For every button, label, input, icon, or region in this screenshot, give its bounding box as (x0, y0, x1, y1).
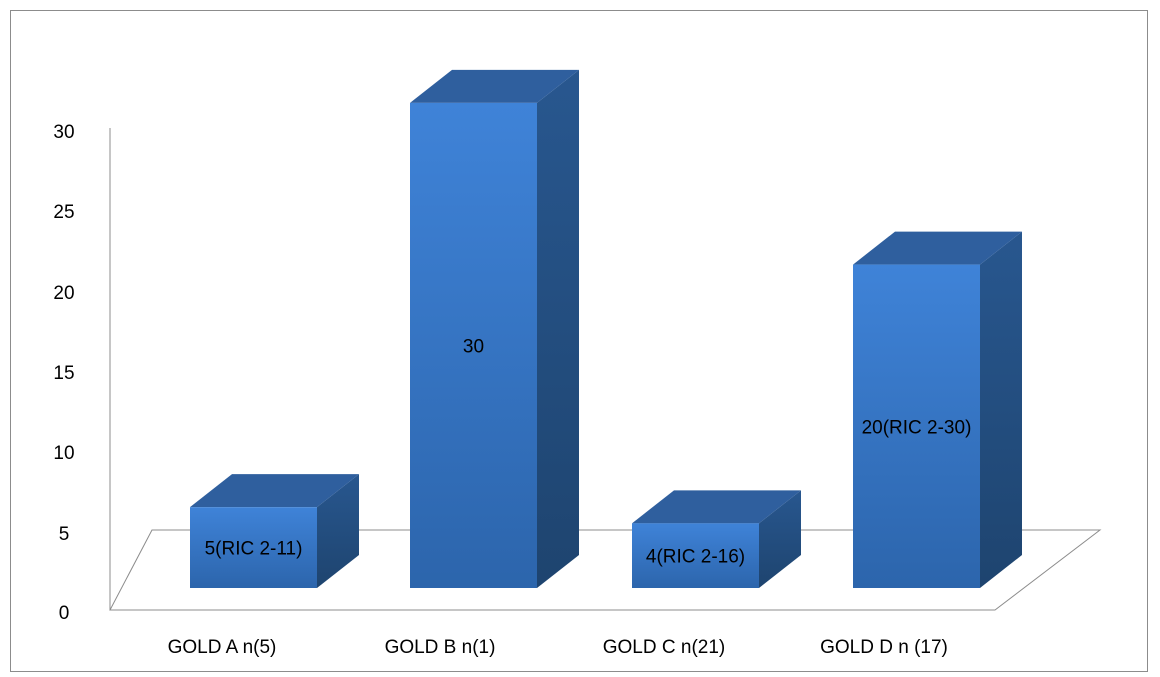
bar-side (317, 474, 359, 588)
y-tick-label: 15 (53, 363, 74, 384)
bar-top (410, 69, 579, 103)
x-category-label: GOLD B n(1) (385, 637, 496, 658)
bar-front (632, 523, 759, 588)
bars (190, 69, 1022, 589)
x-category-label: GOLD D n (17) (820, 637, 948, 658)
bar-front (853, 264, 980, 588)
bar (632, 490, 801, 588)
bar (410, 69, 579, 589)
bar-data-label: 5(RIC 2-11) (205, 539, 303, 560)
y-tick-label: 5 (59, 524, 70, 545)
y-tick-label: 10 (53, 443, 74, 464)
labels: 0 5 10 15 20 25 30 5(RIC 2-11) 30 4(RIC 2-16) 20(R… (53, 122, 971, 658)
bar-front (190, 507, 317, 588)
bar-side (980, 231, 1022, 588)
bar-side (759, 490, 801, 588)
bar-data-label: 4(RIC 2-16) (646, 547, 745, 568)
bar (853, 231, 1022, 588)
bar (190, 474, 359, 588)
bar-front (410, 102, 537, 589)
x-category-label: GOLD A n(5) (168, 637, 277, 658)
bar-top (632, 490, 801, 524)
bar-top (853, 231, 1022, 265)
chart-floor (109, 529, 1102, 611)
bar-data-label: 30 (463, 336, 484, 357)
bar-data-label: 20(RIC 2-30) (862, 417, 972, 438)
x-category-label: GOLD C n(21) (603, 637, 725, 658)
y-tick-label: 20 (53, 283, 74, 304)
bar-side (537, 69, 579, 588)
y-tick-label: 25 (53, 202, 74, 223)
floor-plane (109, 529, 1102, 611)
y-tick-label: 30 (53, 122, 74, 143)
y-tick-label: 0 (59, 603, 70, 624)
bar-top (190, 474, 359, 508)
